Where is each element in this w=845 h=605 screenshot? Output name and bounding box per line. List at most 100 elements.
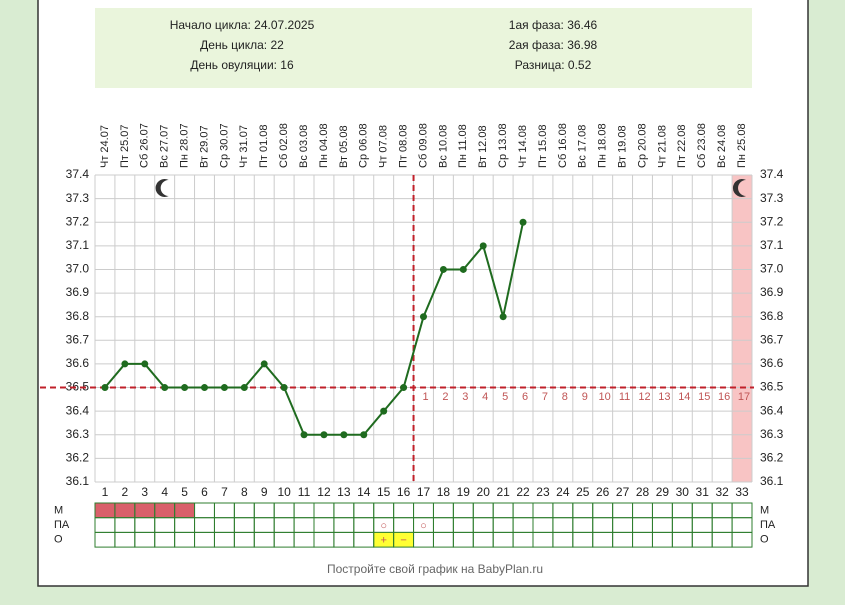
luteal-day-label: 8	[562, 391, 568, 403]
y-tick-label: 37.2	[66, 214, 90, 228]
x-tick-label: 12	[317, 485, 331, 499]
y-tick-label: 36.8	[760, 309, 784, 323]
date-label: Сб 23.08	[696, 123, 708, 168]
row-cell-fill	[114, 503, 135, 518]
y-tick-label: 36.9	[66, 285, 90, 299]
x-tick-label: 13	[337, 485, 351, 499]
row-cell	[731, 531, 753, 548]
row-cell-fill	[134, 503, 155, 518]
highlight-column	[732, 175, 752, 482]
x-tick-label: 11	[298, 485, 311, 499]
date-label: Вт 05.08	[338, 125, 350, 168]
luteal-day-label: 10	[599, 391, 611, 403]
row-cell-fill	[154, 503, 175, 518]
temperature-point	[220, 384, 228, 392]
y-tick-label: 36.9	[760, 285, 784, 299]
date-label: Сб 26.07	[139, 123, 151, 168]
luteal-day-label: 17	[738, 391, 750, 403]
row-label: М	[54, 504, 63, 516]
footer: Постройте свой график на BabyPlan.ru	[327, 562, 543, 576]
y-tick-label: 36.6	[66, 356, 90, 370]
x-tick-label: 32	[715, 485, 729, 499]
x-tick-label: 8	[241, 485, 248, 499]
date-label: Вс 24.08	[716, 125, 728, 168]
date-label: Пт 01.08	[258, 124, 270, 168]
date-label: Пн 28.07	[178, 123, 190, 168]
header-text: 1ая фаза: 36.46	[509, 18, 598, 32]
x-tick-label: 19	[457, 485, 471, 499]
date-label: Чт 31.07	[238, 125, 250, 168]
row-label: ПА	[54, 519, 70, 531]
temperature-point	[360, 431, 368, 439]
row-symbol: ○	[380, 520, 387, 532]
temperature-point	[161, 384, 169, 392]
date-label: Вс 10.08	[437, 125, 449, 168]
x-tick-label: 33	[735, 485, 749, 499]
temperature-point	[201, 384, 208, 392]
row-symbol: +	[380, 535, 386, 547]
luteal-day-label: 12	[638, 391, 650, 403]
row-label: М	[760, 504, 769, 516]
y-tick-label: 37.0	[66, 262, 90, 276]
luteal-day-label: 5	[502, 391, 508, 403]
x-tick-label: 25	[576, 485, 590, 499]
y-tick-label: 36.1	[760, 474, 784, 488]
y-tick-label: 37.4	[760, 167, 784, 181]
x-tick-label: 28	[636, 485, 650, 499]
row-cell-fill	[373, 532, 394, 548]
temperature-point	[280, 384, 288, 392]
date-label: Вт 12.08	[477, 125, 489, 168]
date-label: Вс 03.08	[298, 125, 310, 168]
x-tick-label: 14	[357, 485, 371, 499]
temperature-point	[320, 431, 328, 439]
y-tick-label: 36.2	[66, 451, 90, 465]
temperature-point	[300, 431, 308, 439]
date-label: Вт 19.08	[616, 125, 628, 168]
x-tick-label: 2	[122, 485, 129, 499]
x-tick-label: 3	[141, 485, 148, 499]
y-tick-label: 36.7	[760, 332, 784, 346]
luteal-day-label: 1	[422, 391, 428, 403]
row-symbol: −	[400, 535, 406, 547]
y-tick-label: 37.3	[66, 191, 90, 205]
x-tick-label: 9	[261, 485, 268, 499]
header-text: День цикла: 22	[200, 38, 284, 52]
temperature-point	[459, 265, 467, 273]
moon-icon	[732, 179, 747, 197]
date-label: Пт 15.08	[537, 124, 549, 168]
x-tick-label: 30	[676, 485, 690, 499]
y-tick-label: 36.3	[760, 427, 784, 441]
row-symbol: ○	[420, 520, 427, 532]
moon-icon	[155, 179, 169, 197]
row-cell-fill	[95, 503, 115, 518]
date-label: Пн 11.08	[457, 124, 469, 168]
temperature-point	[181, 384, 189, 392]
temperature-point	[121, 360, 129, 368]
y-tick-label: 36.4	[760, 403, 784, 417]
x-tick-label: 29	[656, 485, 670, 499]
y-tick-label: 36.6	[760, 356, 784, 370]
luteal-day-label: 13	[658, 391, 670, 403]
header-text: 2ая фаза: 36.98	[509, 38, 598, 52]
y-tick-label: 37.1	[66, 238, 90, 252]
y-tick-label: 36.7	[66, 332, 90, 346]
luteal-day-label: 15	[698, 391, 710, 403]
date-label: Чт 14.08	[517, 125, 529, 168]
x-tick-label: 22	[516, 485, 530, 499]
temperature-point	[439, 265, 447, 273]
date-label: Ср 30.07	[218, 123, 230, 168]
date-label: Вс 17.08	[577, 125, 589, 168]
temperature-point	[499, 313, 507, 321]
x-tick-label: 18	[437, 485, 451, 499]
date-label: Сб 09.08	[417, 123, 429, 168]
x-tick-label: 20	[477, 485, 491, 499]
date-label: Пт 25.07	[119, 124, 131, 168]
x-tick-label: 10	[277, 485, 291, 499]
temperature-line	[104, 222, 525, 436]
temperature-point	[400, 384, 408, 392]
x-tick-label: 23	[536, 485, 550, 499]
date-label: Ср 13.08	[497, 123, 509, 168]
x-tick-label: 4	[161, 485, 168, 499]
